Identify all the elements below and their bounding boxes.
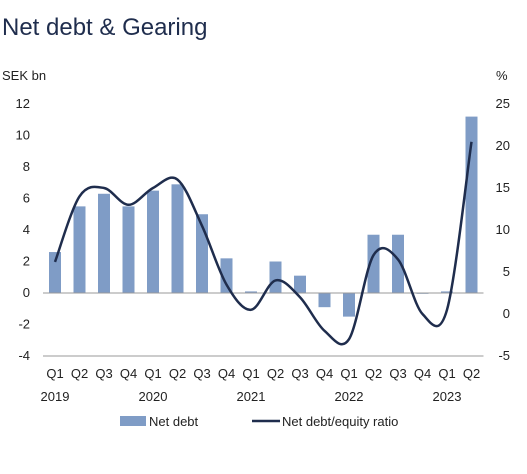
x-tick-label: Q4 [316,366,333,381]
left-axis-ticks: -4 -2 0 2 4 6 8 10 12 [16,96,30,363]
net-debt-bars [49,116,478,317]
left-tick-label: 8 [23,159,30,174]
right-axis-unit: % [496,68,508,83]
net-debt-equity-ratio-line [53,141,473,346]
right-axis-ticks: -5 0 5 10 15 20 25 [496,96,510,363]
legend-ratio-label: Net debt/equity ratio [282,414,398,429]
right-tick-label: 25 [496,96,510,111]
x-tick-label: Q1 [340,366,357,381]
net-debt-bar [245,291,257,293]
year-label: 2020 [139,389,168,404]
x-tick-label: Q1 [242,366,259,381]
left-axis-unit: SEK bn [2,68,46,83]
right-tick-label: 5 [503,264,510,279]
x-tick-label: Q2 [71,366,88,381]
left-tick-label: 6 [23,191,30,206]
legend-net-debt-label: Net debt [149,414,199,429]
year-label: 2022 [335,389,364,404]
net-debt-bar [98,193,110,293]
left-tick-label: 0 [23,285,30,300]
x-tick-label: Q3 [95,366,112,381]
net-debt-bar [122,206,135,293]
x-tick-label: Q1 [46,366,63,381]
x-axis-ticks: Q1 Q2 Q3 Q4 Q1 Q2 Q3 Q4 Q1 Q2 Q3 Q4 Q1 Q2 Q3 Q4 Q1 Q2 [46,366,480,381]
x-tick-label: Q1 [144,366,161,381]
x-tick-label: Q2 [463,366,480,381]
legend-net-debt-swatch [120,416,146,426]
year-label: 2019 [41,389,70,404]
net-debt-bar [294,275,306,293]
x-axis-year-labels: 2019 2020 2021 2022 2023 [41,389,462,404]
left-tick-label: -4 [18,348,30,363]
left-tick-label: 4 [23,222,30,237]
x-tick-label: Q2 [169,366,186,381]
x-tick-label: Q4 [218,366,235,381]
net-debt-bar [441,291,453,293]
left-tick-label: -2 [18,317,30,332]
net-debt-bar [220,258,233,293]
chart-title: Net debt & Gearing [2,14,208,41]
net-debt-bar [269,261,282,293]
right-tick-label: 15 [496,180,510,195]
net-debt-bar [49,252,61,293]
x-tick-label: Q3 [291,366,308,381]
x-tick-label: Q4 [414,366,431,381]
net-debt-bar [367,234,380,293]
net-debt-bar [343,293,355,317]
left-tick-label: 12 [16,96,30,111]
net-debt-bar [318,293,331,308]
net-debt-bar [147,190,159,293]
x-tick-label: Q3 [193,366,210,381]
x-tick-label: Q2 [365,366,382,381]
net-debt-bar [73,206,86,293]
legend: Net debt Net debt/equity ratio [120,414,398,429]
left-tick-label: 10 [16,128,30,143]
year-label: 2021 [237,389,266,404]
right-tick-label: 0 [503,306,510,321]
right-tick-label: -5 [498,348,510,363]
year-label: 2023 [433,389,462,404]
x-tick-label: Q3 [389,366,406,381]
x-tick-label: Q1 [438,366,455,381]
x-tick-label: Q2 [267,366,284,381]
right-tick-label: 20 [496,138,510,153]
net-debt-bar [392,234,404,293]
left-tick-label: 2 [23,254,30,269]
net-debt-bar [171,184,184,293]
x-tick-label: Q4 [120,366,137,381]
right-tick-label: 10 [496,222,510,237]
